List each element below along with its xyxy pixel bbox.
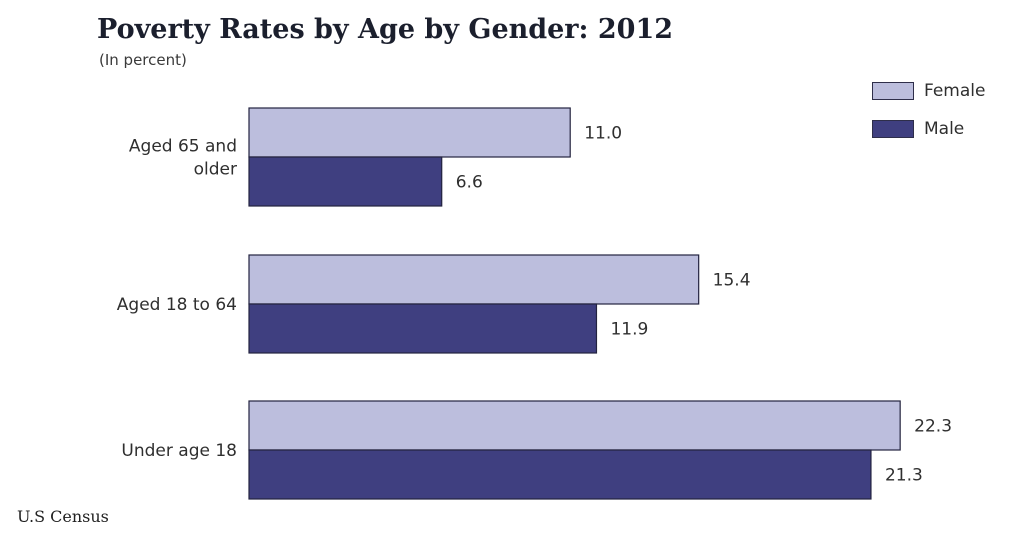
legend-item-male: Male [872,118,964,140]
category-label-aged-18-to-64: Aged 18 to 64 [117,295,237,315]
bar-male-aged-65-and-older [248,156,443,207]
category-label-under-age-18: Under age 18 [121,441,237,461]
data-label-female-aged-18-to-64: 15.4 [713,271,751,291]
legend-swatch-male [872,120,914,138]
bar-female-aged-65-and-older [248,107,571,158]
bar-male-aged-18-to-64 [248,303,598,354]
chart-subtitle: (In percent) [99,51,187,69]
data-label-male-under-age-18: 21.3 [885,466,923,486]
data-label-female-aged-65-and-older: 11.0 [584,124,622,144]
legend-item-female: Female [872,80,985,102]
bar-male-under-age-18 [248,449,872,500]
chart-title: Poverty Rates by Age by Gender: 2012 [97,14,674,45]
bar-female-aged-18-to-64 [248,254,700,305]
bar-female-under-age-18 [248,400,901,451]
category-label-aged-65-and-older: Aged 65 and older [129,137,237,180]
legend-swatch-female [872,82,914,100]
source-note: U.S Census [17,507,109,526]
data-label-female-under-age-18: 22.3 [914,417,952,437]
data-label-male-aged-18-to-64: 11.9 [610,320,648,340]
legend-label-female: Female [924,81,986,101]
data-label-male-aged-65-and-older: 6.6 [456,173,483,193]
legend-label-male: Male [924,119,965,139]
